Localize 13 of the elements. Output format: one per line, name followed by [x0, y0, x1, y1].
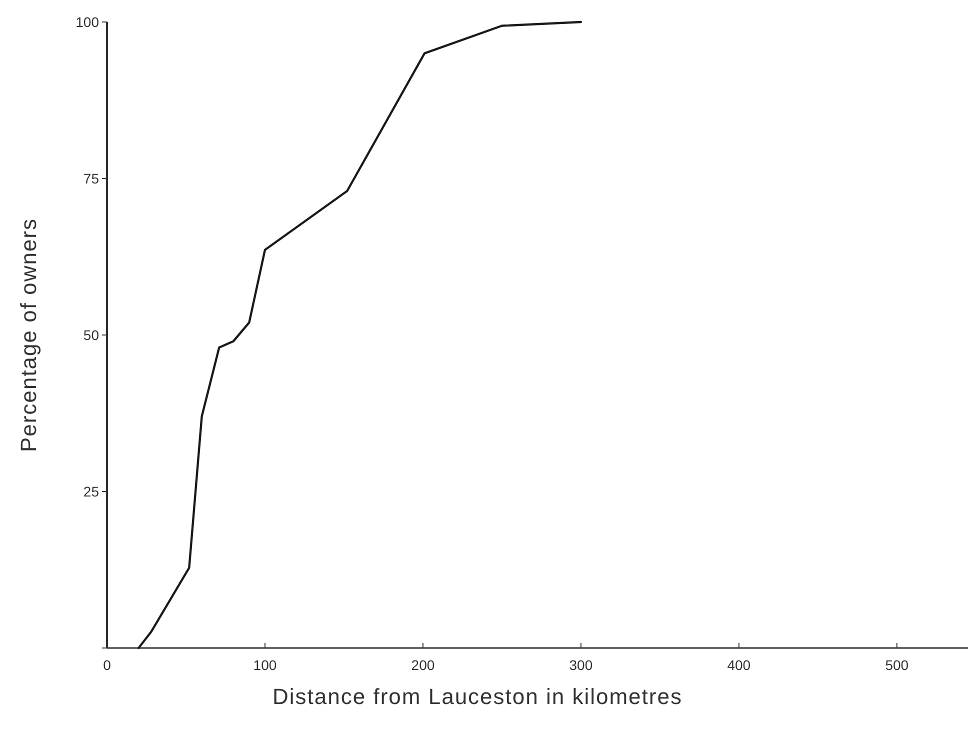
- x-axis-title: Distance from Lauceston in kilometres: [272, 684, 682, 709]
- y-tick-label: 100: [76, 14, 100, 30]
- y-tick-label: 75: [83, 170, 100, 186]
- x-tick-label: 200: [411, 657, 435, 673]
- x-tick-label: 400: [727, 657, 751, 673]
- y-tick-label: 25: [83, 484, 100, 500]
- x-tick-label: 300: [569, 657, 593, 673]
- x-tick-label: 0: [103, 657, 112, 673]
- line-series: [137, 20, 582, 650]
- y-tick-label: 50: [83, 327, 100, 343]
- x-tick-label: 500: [885, 657, 909, 673]
- y-axis-title: Percentage of owners: [16, 218, 41, 452]
- x-tick-label: 100: [253, 657, 277, 673]
